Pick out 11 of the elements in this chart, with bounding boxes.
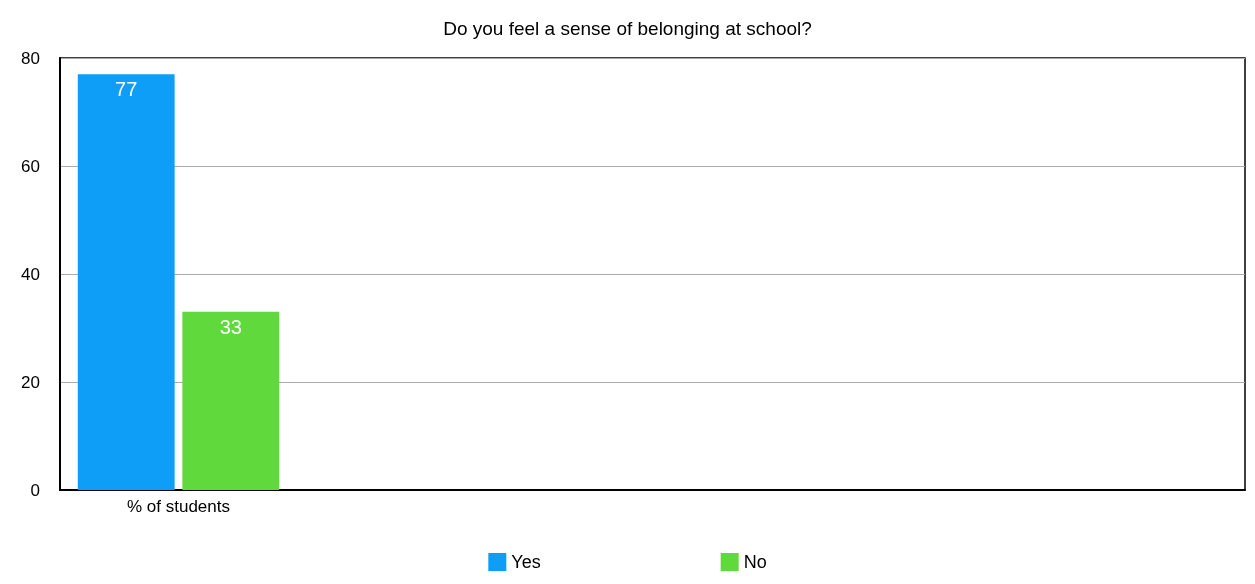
y-tick-label: 80 (21, 48, 40, 68)
legend-label: Yes (511, 552, 541, 572)
chart-title: Do you feel a sense of belonging at school? (443, 18, 812, 39)
legend-label: No (743, 552, 767, 572)
y-tick-label: 40 (21, 264, 40, 284)
x-tick-label: % of students (126, 497, 231, 516)
data-label: 77 (115, 78, 138, 101)
y-tick-label: 0 (30, 480, 40, 500)
data-label: 33 (219, 315, 242, 338)
y-tick-label: 60 (21, 156, 40, 176)
y-tick-label: 20 (21, 372, 40, 392)
